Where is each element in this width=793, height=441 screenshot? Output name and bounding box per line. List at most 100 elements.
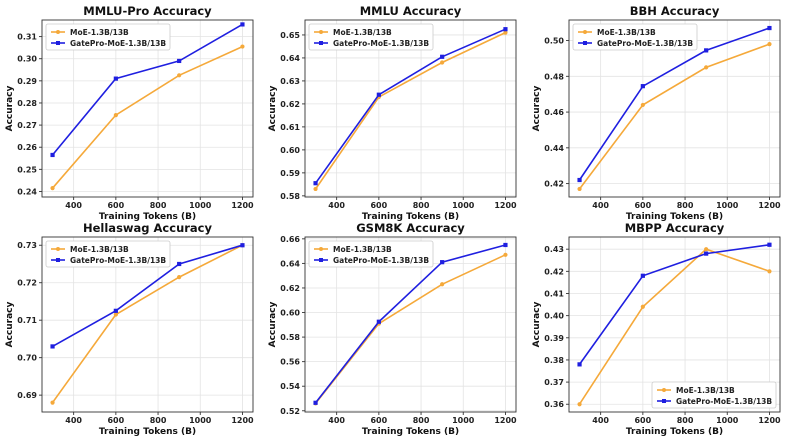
data-point-moe — [50, 400, 55, 405]
legend-box — [308, 240, 434, 268]
y-tick-label: 0.24 — [17, 187, 37, 196]
series-line-moe — [51, 244, 243, 404]
series-line-gatepro — [314, 28, 506, 184]
series-line-moe — [51, 45, 243, 189]
data-point-moe — [704, 247, 709, 252]
legend-box — [45, 23, 171, 51]
legend-marker-moe — [662, 388, 666, 392]
series-line-gatepro — [578, 244, 770, 365]
y-tick-label: 0.38 — [544, 356, 564, 365]
data-point-moe — [640, 102, 645, 108]
plot-frame — [41, 236, 254, 413]
y-tick-label: 0.60 — [280, 309, 300, 318]
series-moe — [577, 247, 772, 407]
x-tick-label: 400 — [328, 416, 345, 425]
y-tick-label: 0.54 — [280, 382, 300, 391]
data-point-moe — [640, 304, 645, 309]
legend-box — [572, 23, 698, 51]
legend-marker-gatepro — [56, 258, 60, 262]
data-point-gatepro — [313, 181, 318, 186]
y-tick-label: 0.26 — [17, 143, 37, 152]
y-tick-label: 0.65 — [280, 31, 300, 40]
plot-frame — [568, 19, 781, 198]
data-point-gatepro — [577, 362, 582, 367]
x-tick-label: 400 — [328, 201, 345, 210]
y-tick-label: 0.58 — [280, 333, 300, 342]
chart-title: MMLU-Pro Accuracy — [83, 4, 212, 18]
x-tick-label: 1200 — [494, 416, 517, 425]
legend-label-gatepro: GatePro-MoE-1.3B/13B — [676, 397, 772, 406]
plot-frame — [304, 19, 517, 198]
series-gatepro — [50, 243, 245, 349]
y-tick-label: 0.30 — [17, 55, 37, 64]
y-tick-label: 0.29 — [17, 77, 37, 86]
x-tick-label: 800 — [677, 201, 694, 210]
series-line-gatepro — [578, 27, 770, 181]
x-axis-label: Training Tokens (B) — [626, 212, 723, 222]
data-point-gatepro — [240, 22, 245, 27]
x-tick-label: 400 — [592, 201, 609, 210]
legend-label-gatepro: GatePro-MoE-1.3B/13B — [333, 39, 429, 48]
legend-label-moe: MoE-1.3B/13B — [70, 28, 129, 37]
series-moe — [313, 252, 508, 406]
x-tick-label: 800 — [150, 201, 167, 210]
data-point-moe — [440, 282, 445, 287]
legend-marker-moe — [319, 30, 323, 34]
y-tick-label: 0.56 — [280, 358, 300, 367]
y-tick-label: 0.61 — [280, 123, 300, 132]
y-tick-label: 0.52 — [280, 407, 300, 416]
legend-label-gatepro: GatePro-MoE-1.3B/13B — [70, 256, 166, 265]
data-point-moe — [313, 186, 318, 192]
data-point-gatepro — [503, 27, 508, 32]
y-tick-label: 0.46 — [544, 108, 564, 117]
x-tick-label: 1200 — [758, 416, 781, 425]
y-tick-label: 0.70 — [17, 354, 37, 363]
series-gatepro — [577, 242, 772, 367]
x-tick-label: 600 — [370, 416, 387, 425]
x-tick-label: 1000 — [452, 416, 475, 425]
x-tick-label: 1200 — [494, 201, 517, 210]
y-tick-label: 0.43 — [544, 245, 564, 254]
y-tick-label: 0.36 — [544, 400, 564, 409]
data-point-moe — [177, 73, 182, 78]
series-line-moe — [578, 43, 770, 190]
legend-marker-moe — [56, 247, 60, 251]
series-gatepro — [50, 22, 245, 158]
x-tick-label: 800 — [413, 416, 430, 425]
y-tick-label: 0.64 — [280, 54, 300, 63]
data-point-gatepro — [50, 152, 55, 158]
series-line-moe — [314, 31, 506, 190]
series-moe — [50, 243, 245, 405]
legend-label-gatepro: GatePro-MoE-1.3B/13B — [70, 39, 166, 48]
data-point-moe — [577, 186, 582, 192]
data-point-gatepro — [704, 48, 709, 53]
legend-marker-gatepro — [56, 41, 60, 45]
x-tick-label: 600 — [107, 201, 124, 210]
series-moe — [50, 44, 245, 191]
x-tick-label: 400 — [592, 416, 609, 425]
plot-frame — [304, 236, 517, 413]
series-line-gatepro — [52, 244, 243, 348]
y-tick-label: 0.62 — [280, 284, 300, 293]
y-tick-label: 0.42 — [544, 267, 564, 276]
y-tick-label: 0.27 — [17, 121, 37, 130]
y-axis-label: Accuracy — [532, 85, 542, 131]
data-point-gatepro — [376, 319, 381, 324]
y-tick-label: 0.40 — [544, 312, 564, 321]
y-tick-label: 0.44 — [544, 144, 564, 153]
x-tick-label: 400 — [65, 201, 82, 210]
legend-marker-gatepro — [319, 41, 323, 45]
series-line-moe — [314, 254, 506, 404]
data-point-gatepro — [640, 84, 645, 89]
y-axis-label: Accuracy — [532, 301, 542, 347]
x-tick-label: 1000 — [716, 416, 739, 425]
series-gatepro — [313, 242, 508, 405]
x-tick-label: 1000 — [189, 201, 212, 210]
data-point-gatepro — [440, 54, 445, 59]
x-tick-label: 1200 — [758, 201, 781, 210]
data-point-gatepro — [113, 308, 118, 313]
data-point-gatepro — [767, 25, 772, 31]
x-tick-label: 1000 — [452, 201, 475, 210]
data-point-gatepro — [113, 76, 118, 81]
legend-marker-moe — [56, 30, 60, 34]
